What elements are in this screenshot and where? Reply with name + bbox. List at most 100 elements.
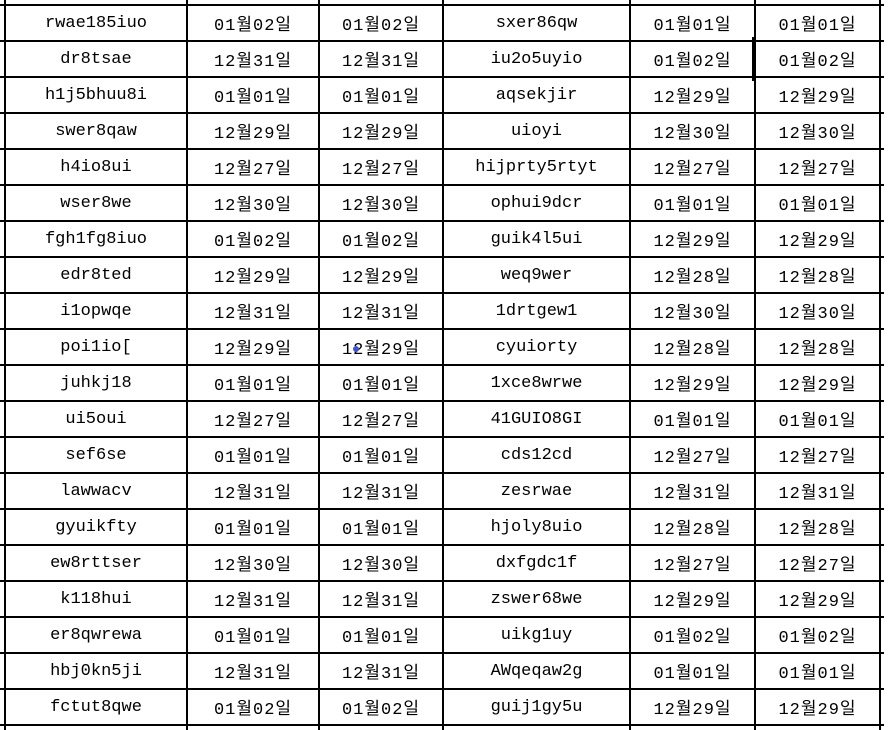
cell-r8-c1[interactable]: edr8ted <box>60 265 132 285</box>
cell-r7-c5[interactable]: 12월29일 <box>653 233 732 252</box>
cell-r6-c1[interactable]: wser8we <box>60 193 132 213</box>
cell-r19-c5[interactable]: 01월01일 <box>653 665 732 684</box>
cell-r15-c5[interactable]: 12월28일 <box>653 521 732 540</box>
cell-r7-c6[interactable]: 12월29일 <box>778 233 857 252</box>
cell-r20-c6[interactable]: 12월29일 <box>778 701 857 720</box>
cell-r17-c4[interactable]: zswer68we <box>490 589 583 609</box>
cell-r18-c2[interactable]: 01월01일 <box>213 629 293 648</box>
cell-r1-c2[interactable]: 01월02일 <box>213 17 293 36</box>
cell-r18-c6[interactable]: 01월02일 <box>778 629 857 648</box>
cell-r9-c1[interactable]: i1opwqe <box>60 301 132 321</box>
cell-r6-c2[interactable]: 12월30일 <box>213 197 293 216</box>
cell-r5-c6[interactable]: 12월27일 <box>778 161 857 180</box>
cell-r7-c2[interactable]: 01월02일 <box>213 233 293 252</box>
cell-r9-c3[interactable]: 12월31일 <box>341 305 421 324</box>
cell-r4-c3[interactable]: 12월29일 <box>341 125 421 144</box>
cell-r2-c6[interactable]: 01월02일 <box>778 53 857 72</box>
cell-r19-c1[interactable]: hbj0kn5ji <box>50 661 142 681</box>
cell-r15-c6[interactable]: 12월28일 <box>778 521 857 540</box>
cell-r13-c2[interactable]: 01월01일 <box>213 449 293 468</box>
cell-r11-c2[interactable]: 01월01일 <box>213 377 293 396</box>
cell-r14-c3[interactable]: 12월31일 <box>341 485 421 504</box>
cell-r6-c5[interactable]: 01월01일 <box>653 197 732 216</box>
cell-r6-c4[interactable]: ophui9dcr <box>490 193 583 213</box>
cell-r11-c3[interactable]: 01월01일 <box>341 377 421 396</box>
cell-r15-c1[interactable]: gyuikfty <box>55 517 137 537</box>
cell-r9-c6[interactable]: 12월30일 <box>778 305 857 324</box>
cell-r20-c4[interactable]: guij1gy5u <box>490 697 583 717</box>
cell-r4-c5[interactable]: 12월30일 <box>653 125 732 144</box>
cell-r7-c1[interactable]: fgh1fg8iuo <box>44 229 148 249</box>
cell-r13-c6[interactable]: 12월27일 <box>778 449 857 468</box>
cell-r16-c6[interactable]: 12월27일 <box>778 557 857 576</box>
cell-r2-c3[interactable]: 12월31일 <box>341 53 421 72</box>
cell-r3-c1[interactable]: h1j5bhuu8i <box>44 85 148 105</box>
cell-r19-c2[interactable]: 12월31일 <box>213 665 293 684</box>
cell-r2-c4[interactable]: iu2o5uyio <box>490 49 583 69</box>
cell-r7-c4[interactable]: guik4l5ui <box>490 229 583 249</box>
cell-r9-c4[interactable]: 1drtgew1 <box>495 301 578 321</box>
cell-r2-c2[interactable]: 12월31일 <box>213 53 293 72</box>
cell-r13-c1[interactable]: sef6se <box>65 445 127 465</box>
cell-r11-c1[interactable]: juhkj18 <box>60 373 132 393</box>
cell-r12-c3[interactable]: 12월27일 <box>341 413 421 432</box>
cell-r14-c1[interactable]: lawwacv <box>60 481 132 501</box>
cell-r10-c1[interactable]: poi1io[ <box>60 337 132 357</box>
cell-r12-c4[interactable]: 41GUIO8GI <box>490 409 583 429</box>
cell-r13-c4[interactable]: cds12cd <box>500 445 573 465</box>
cell-r17-c5[interactable]: 12월29일 <box>653 593 732 612</box>
cell-r17-c2[interactable]: 12월31일 <box>213 593 293 612</box>
cell-r18-c1[interactable]: er8qwrewa <box>50 625 142 645</box>
cell-r17-c3[interactable]: 12월31일 <box>341 593 421 612</box>
cell-r2-c5[interactable]: 01월02일 <box>653 53 732 72</box>
cell-r7-c3[interactable]: 01월02일 <box>341 233 421 252</box>
cell-r8-c6[interactable]: 12월28일 <box>778 269 857 288</box>
cell-r5-c3[interactable]: 12월27일 <box>341 161 421 180</box>
cell-r16-c1[interactable]: ew8rttser <box>50 553 142 573</box>
cell-r10-c4[interactable]: cyuiorty <box>495 337 578 357</box>
cell-r1-c6[interactable]: 01월01일 <box>778 17 857 36</box>
cell-r20-c5[interactable]: 12월29일 <box>653 701 732 720</box>
cell-r5-c1[interactable]: h4io8ui <box>60 157 132 177</box>
cell-r18-c3[interactable]: 01월01일 <box>341 629 421 648</box>
cell-r11-c4[interactable]: 1xce8wrwe <box>490 373 583 393</box>
cell-r10-c5[interactable]: 12월28일 <box>653 341 732 360</box>
cell-r11-c5[interactable]: 12월29일 <box>653 377 732 396</box>
cell-r5-c5[interactable]: 12월27일 <box>653 161 732 180</box>
cell-r19-c3[interactable]: 12월31일 <box>341 665 421 684</box>
cell-r4-c1[interactable]: swer8qaw <box>55 121 137 141</box>
cell-r10-c2[interactable]: 12월29일 <box>213 341 293 360</box>
cell-r10-c6[interactable]: 12월28일 <box>778 341 857 360</box>
cell-r3-c2[interactable]: 01월01일 <box>213 89 293 108</box>
cell-r15-c2[interactable]: 01월01일 <box>213 521 293 540</box>
cell-r14-c4[interactable]: zesrwae <box>500 481 573 501</box>
cell-r3-c4[interactable]: aqsekjir <box>495 85 578 105</box>
cell-r4-c6[interactable]: 12월30일 <box>778 125 857 144</box>
cell-r1-c3[interactable]: 01월02일 <box>341 17 421 36</box>
cell-r5-c2[interactable]: 12월27일 <box>213 161 293 180</box>
cell-r3-c6[interactable]: 12월29일 <box>778 89 857 108</box>
cell-r14-c6[interactable]: 12월31일 <box>778 485 857 504</box>
cell-r4-c4[interactable]: uioyi <box>510 121 562 141</box>
cell-r4-c2[interactable]: 12월29일 <box>213 125 293 144</box>
cell-r8-c2[interactable]: 12월29일 <box>213 269 293 288</box>
cell-r2-c1[interactable]: dr8tsae <box>60 49 132 69</box>
cell-r17-c1[interactable]: k118hui <box>60 589 132 609</box>
cell-r18-c5[interactable]: 01월02일 <box>653 629 732 648</box>
cell-r16-c2[interactable]: 12월30일 <box>213 557 293 576</box>
cell-r1-c4[interactable]: sxer86qw <box>495 13 578 33</box>
cell-r15-c3[interactable]: 01월01일 <box>341 521 421 540</box>
cell-r9-c5[interactable]: 12월30일 <box>653 305 732 324</box>
cell-r19-c4[interactable]: AWqeqaw2g <box>490 661 583 681</box>
cell-r16-c4[interactable]: dxfgdc1f <box>495 553 578 573</box>
cell-r11-c6[interactable]: 12월29일 <box>778 377 857 396</box>
cell-r5-c4[interactable]: hijprty5rtyt <box>475 157 598 177</box>
cell-r20-c3[interactable]: 01월02일 <box>341 701 421 720</box>
cell-r16-c3[interactable]: 12월30일 <box>341 557 421 576</box>
cell-r8-c5[interactable]: 12월28일 <box>653 269 732 288</box>
cell-r6-c3[interactable]: 12월30일 <box>341 197 421 216</box>
cell-r15-c4[interactable]: hjoly8uio <box>490 517 583 537</box>
cell-r19-c6[interactable]: 01월01일 <box>778 665 857 684</box>
cell-r6-c6[interactable]: 01월01일 <box>778 197 857 216</box>
cell-r14-c2[interactable]: 12월31일 <box>213 485 293 504</box>
